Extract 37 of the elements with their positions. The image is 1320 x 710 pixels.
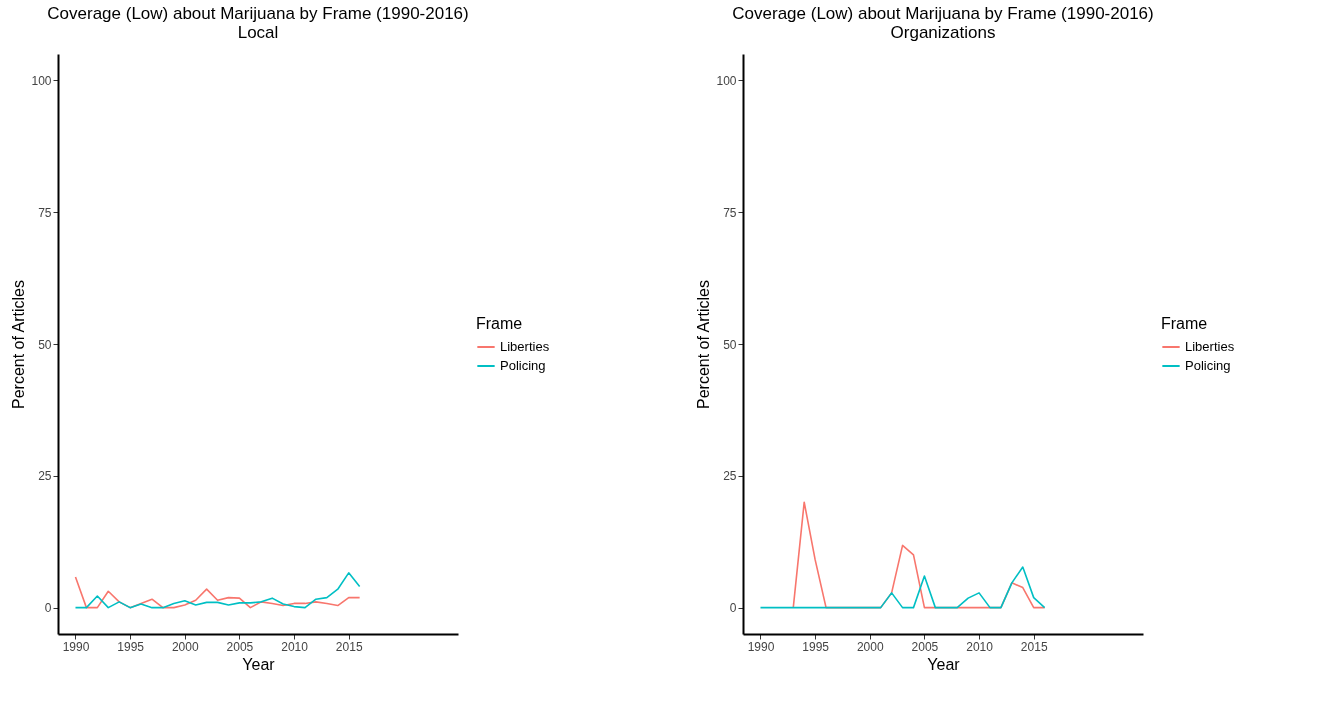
- y-axis-title: Percent of Articles: [695, 280, 713, 409]
- x-tick-label: 2015: [335, 639, 363, 654]
- x-tick-label: 1995: [117, 639, 145, 654]
- legend-title: Frame: [1161, 315, 1208, 332]
- y-tick-label: 100: [31, 73, 52, 88]
- x-tick-label: 2000: [171, 639, 199, 654]
- y-tick-label: 25: [723, 469, 737, 484]
- x-tick-label: 2015: [1020, 639, 1048, 654]
- y-axis-title: Percent of Articles: [10, 280, 28, 409]
- y-tick-label: 25: [38, 469, 52, 484]
- legend-label: Policing: [1185, 358, 1231, 373]
- x-tick-label: 1990: [747, 639, 775, 654]
- legend-title: Frame: [476, 315, 523, 332]
- x-tick-label: 2010: [966, 639, 994, 654]
- chart-title: Coverage (Low) about Marijuana by Frame (1990-2016): [47, 4, 469, 23]
- y-tick-label: 75: [38, 205, 52, 220]
- x-tick-label: 2000: [856, 639, 884, 654]
- y-tick-label: 75: [723, 205, 737, 220]
- x-axis-title: Year: [927, 655, 961, 673]
- y-tick-label: 0: [44, 601, 52, 616]
- legend-label: Liberties: [500, 339, 550, 354]
- chart-subtitle: Organizations: [890, 23, 996, 42]
- legend-label: Liberties: [1185, 339, 1235, 354]
- y-tick-label: 50: [723, 337, 737, 352]
- y-tick-label: 50: [38, 337, 52, 352]
- legend-label: Policing: [500, 358, 546, 373]
- line-series: [759, 566, 1046, 609]
- x-tick-label: 2005: [911, 639, 939, 654]
- x-axis-title: Year: [242, 655, 276, 673]
- y-tick-label: 0: [729, 601, 737, 616]
- y-tick-label: 100: [716, 73, 737, 88]
- chart-title: Coverage (Low) about Marijuana by Frame (1990-2016): [732, 4, 1154, 23]
- x-tick-label: 1990: [62, 639, 90, 654]
- chart-subtitle: Local: [237, 23, 279, 42]
- x-tick-label: 2010: [281, 639, 309, 654]
- x-tick-label: 2005: [226, 639, 254, 654]
- x-tick-label: 1995: [802, 639, 830, 654]
